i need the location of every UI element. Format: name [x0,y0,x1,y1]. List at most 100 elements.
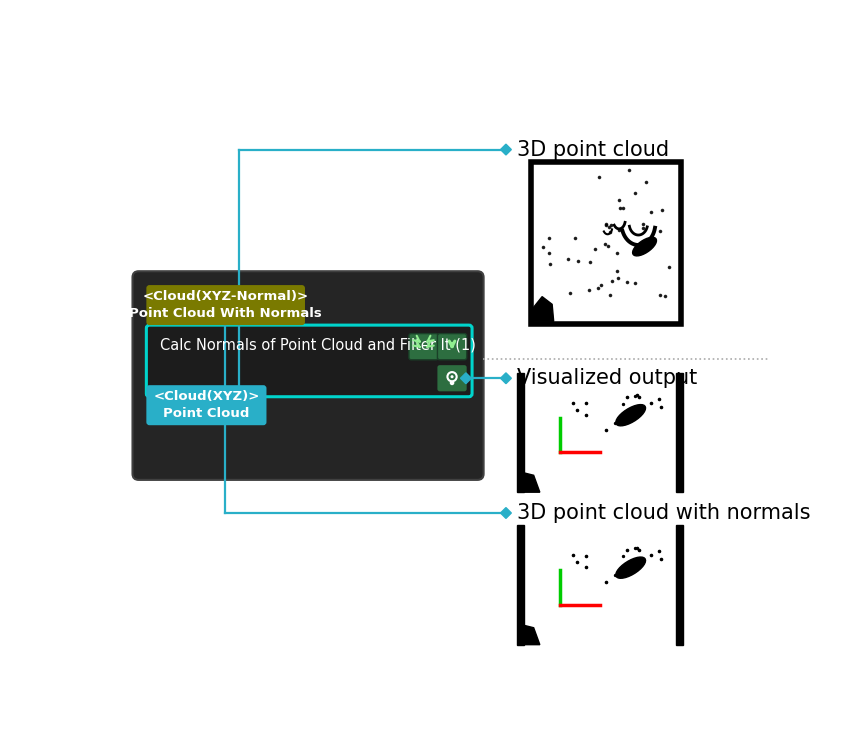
FancyBboxPatch shape [517,373,683,493]
Point [564,287,577,299]
Point [582,284,595,295]
Point [630,542,644,553]
Polygon shape [616,557,645,578]
Point [644,550,658,561]
Point [652,393,666,405]
FancyBboxPatch shape [438,334,467,360]
Point [638,235,652,246]
FancyBboxPatch shape [147,325,472,397]
Point [619,391,633,403]
Point [652,545,666,557]
Point [599,220,613,232]
Polygon shape [524,625,540,644]
Point [632,391,646,403]
Point [628,276,642,288]
Point [579,561,593,573]
Point [636,218,650,229]
Point [632,544,646,556]
Point [583,257,597,268]
Point [620,276,634,288]
Point [613,224,626,236]
Point [612,194,625,206]
FancyBboxPatch shape [530,162,680,323]
Point [593,171,607,183]
Point [611,265,625,276]
FancyBboxPatch shape [438,365,467,391]
Point [571,255,584,267]
Point [536,241,550,253]
Point [543,258,557,270]
Point [588,243,601,254]
Point [601,240,615,251]
Point [599,218,613,229]
Polygon shape [500,373,511,383]
Polygon shape [500,144,511,155]
Point [658,290,672,302]
FancyBboxPatch shape [409,334,438,360]
Point [598,238,612,250]
Polygon shape [632,237,656,256]
Point [590,282,604,294]
Point [613,202,627,214]
Point [542,247,556,259]
Point [619,544,633,556]
Polygon shape [524,473,540,493]
FancyBboxPatch shape [147,385,267,425]
FancyBboxPatch shape [517,526,683,644]
FancyBboxPatch shape [147,285,305,325]
Point [604,219,618,231]
Polygon shape [676,373,683,493]
Point [570,556,583,568]
Point [599,424,613,436]
Text: Calc Normals of Point Cloud and Filter It (1): Calc Normals of Point Cloud and Filter I… [160,338,476,353]
Point [653,289,667,301]
Circle shape [450,380,455,385]
Point [616,398,630,410]
Point [579,409,593,421]
Point [629,240,643,252]
Point [595,279,608,290]
Point [608,417,622,429]
Polygon shape [676,526,683,644]
Point [616,202,630,214]
Point [656,205,669,216]
Point [628,390,642,402]
Point [566,397,580,409]
Point [566,550,580,561]
Point [620,413,634,424]
Point [541,232,555,244]
Point [608,570,622,581]
Point [561,253,575,265]
Point [620,565,634,577]
Point [628,188,642,199]
Point [602,221,616,233]
Point [654,401,668,413]
Text: 3D point cloud with normals: 3D point cloud with normals [517,503,810,523]
Point [639,176,653,188]
Point [612,273,625,284]
Point [622,164,636,176]
Text: Visualized output: Visualized output [517,368,697,388]
Text: 3D point cloud: 3D point cloud [517,139,669,160]
Polygon shape [461,373,471,383]
Text: <Cloud(XYZ-Normal)>
Point Cloud With Normals: <Cloud(XYZ-Normal)> Point Cloud With Nor… [130,290,322,320]
Polygon shape [517,373,524,493]
Point [568,232,582,244]
Polygon shape [533,297,553,321]
Polygon shape [517,526,524,644]
Circle shape [450,375,454,378]
Point [610,247,624,259]
Point [570,404,583,416]
Point [603,226,617,238]
Point [644,397,658,409]
Point [579,550,593,561]
Point [654,553,668,565]
Point [579,397,593,409]
Polygon shape [500,508,511,518]
Point [637,223,650,235]
Text: <Cloud(XYZ)>
Point Cloud: <Cloud(XYZ)> Point Cloud [154,391,260,420]
Point [628,542,642,554]
Point [662,261,675,273]
Point [616,550,630,562]
Point [605,275,619,287]
